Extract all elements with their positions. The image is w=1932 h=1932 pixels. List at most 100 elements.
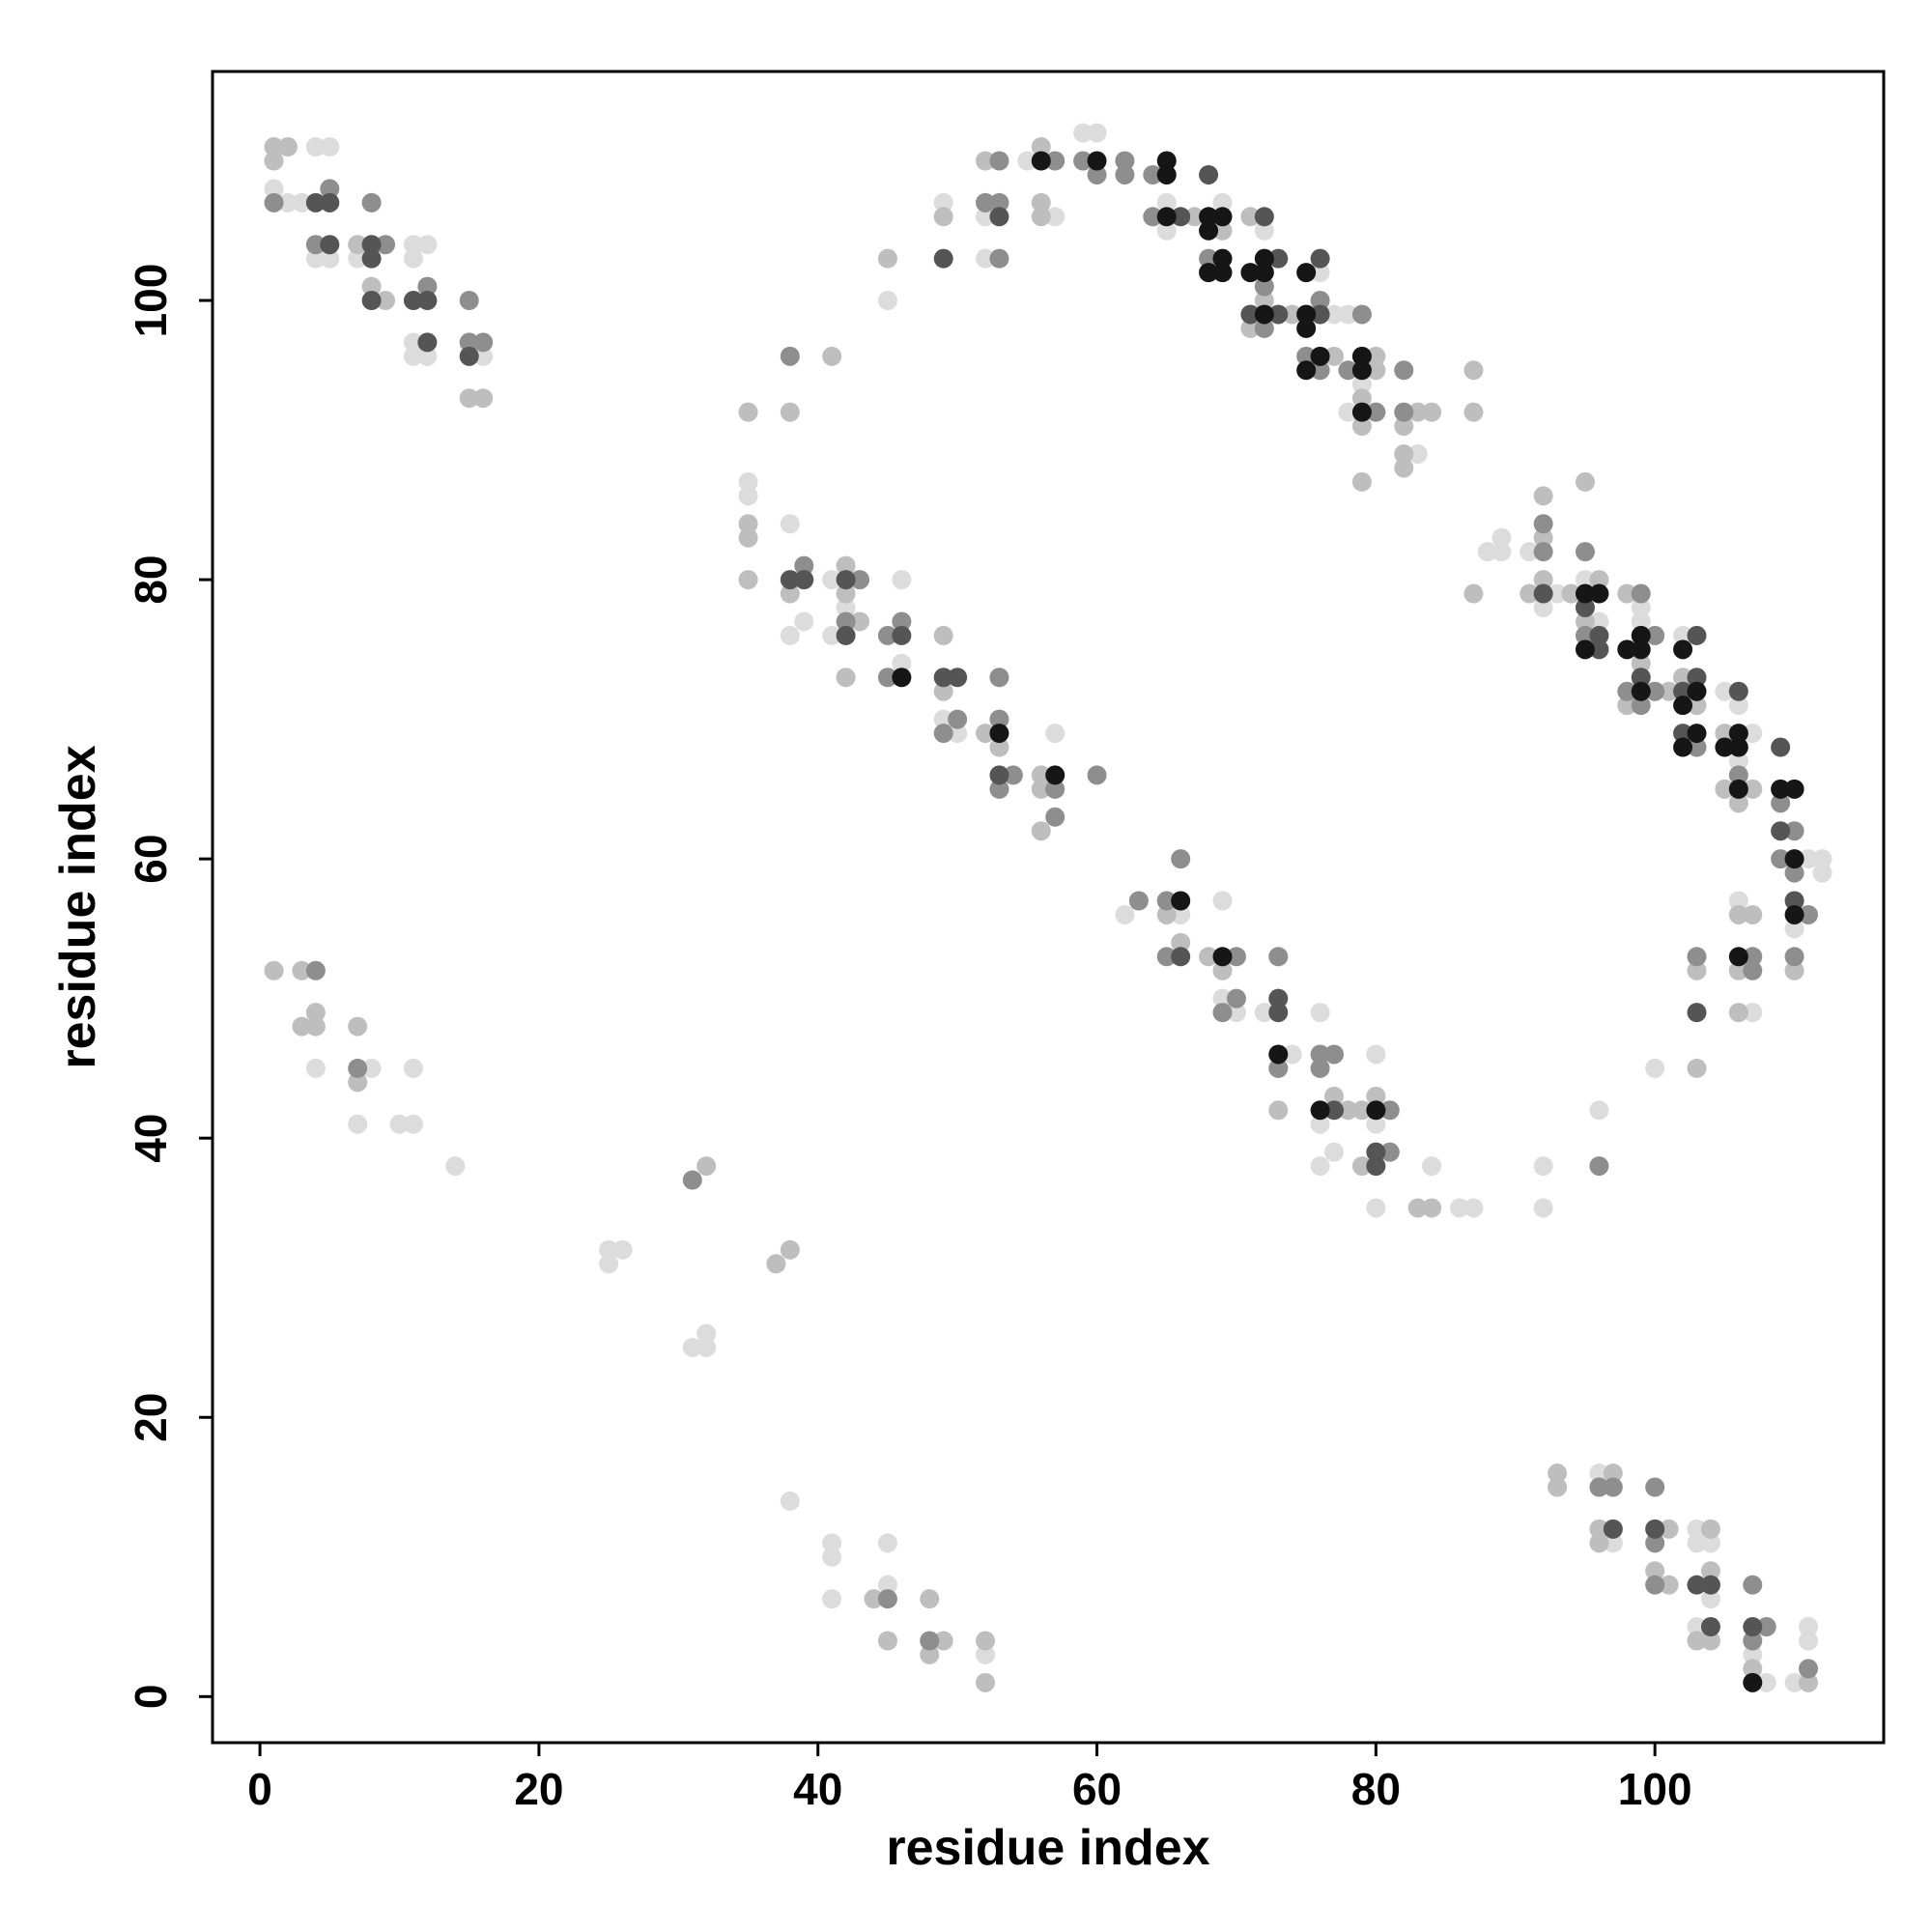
contact-point [1310,1044,1330,1065]
contact-point [1268,1003,1289,1023]
contact-point [1687,696,1707,716]
contact-point [1254,1003,1274,1023]
contact-point [1589,570,1609,590]
contact-point [1575,570,1595,590]
contact-point [1422,1198,1442,1218]
contact-point [1310,346,1330,366]
contact-point [780,402,800,422]
contact-point [1366,1142,1386,1162]
contact-point [877,1533,897,1553]
contact-point [1700,1575,1720,1595]
contact-point [1031,765,1051,785]
contact-point [1520,542,1540,562]
y-tick-label: 100 [126,264,176,338]
contact-point [1366,346,1386,366]
contact-point [1687,1003,1707,1023]
contact-point [1589,611,1609,632]
contact-point [1728,947,1748,967]
y-tick-label: 80 [126,554,176,604]
contact-point [305,248,326,269]
contact-point [389,1114,410,1134]
contact-point [1171,947,1191,967]
contact-point [1589,639,1609,660]
contact-point [264,151,284,171]
contact-point [794,570,814,590]
contact-point [1743,724,1763,744]
contact-point [1268,1058,1289,1078]
contact-point [320,192,340,213]
contact-point [822,570,842,590]
contact-point [1199,263,1219,283]
contact-point [1351,471,1372,492]
contact-point [305,1058,326,1078]
contact-point [989,779,1009,799]
contact-point [933,207,953,227]
contact-point [1171,891,1191,911]
contact-point [1771,849,1791,869]
contact-point [892,668,912,688]
x-axis-title: residue index [886,1820,1209,1876]
contact-point [1687,960,1707,980]
contact-point [1673,696,1693,716]
contact-point [1087,765,1107,785]
contact-point [417,291,438,311]
contact-point [976,248,996,269]
contact-point [933,1631,953,1651]
contact-point [1268,947,1289,967]
contact-point [1199,207,1219,227]
contact-point [1212,220,1233,241]
contact-point [320,137,340,157]
contact-point [877,625,897,645]
contact-point [1659,681,1679,701]
contact-point [1268,988,1289,1009]
contact-point [361,276,382,297]
contact-point [1394,458,1414,478]
contact-point [1687,681,1707,701]
contact-point [738,486,758,506]
contact-point [850,570,870,590]
contact-point [1617,696,1637,716]
contact-point [738,527,758,548]
contact-point [738,471,758,492]
contact-point [417,235,438,255]
contact-point [1603,1533,1623,1553]
contact-point [1115,164,1135,185]
contact-point [976,151,996,171]
contact-point [1128,891,1149,911]
contact-point [1728,904,1748,924]
contact-point [850,611,870,632]
contact-point [1631,681,1651,701]
contact-point [1310,360,1330,381]
contact-point [1603,1477,1623,1497]
contact-point [1310,1100,1330,1121]
y-tick-label: 40 [126,1114,176,1163]
x-tick-label: 100 [1618,1764,1692,1814]
contact-point [1351,1100,1372,1121]
contact-point [1212,248,1233,269]
y-tick-label: 60 [126,835,176,884]
contact-point [780,346,800,366]
contact-point [1073,151,1094,171]
contact-point [1659,1575,1679,1595]
contact-point [1156,192,1177,213]
contact-point [1631,583,1651,604]
contact-point [933,681,953,701]
contact-point [1771,793,1791,813]
contact-point [264,960,284,980]
contact-point [1407,1198,1428,1218]
contact-point [1799,1617,1819,1637]
contact-point [1589,625,1609,645]
contact-point [877,668,897,688]
contact-point [1003,765,1023,785]
contact-point [1743,960,1763,980]
contact-point [1407,444,1428,465]
contact-point [1687,947,1707,967]
contact-point [780,583,800,604]
contact-point [1561,583,1581,604]
contact-point [989,724,1009,744]
contact-point [403,346,423,366]
contact-point [780,1491,800,1511]
contact-point [320,235,340,255]
contact-point [822,1547,842,1567]
